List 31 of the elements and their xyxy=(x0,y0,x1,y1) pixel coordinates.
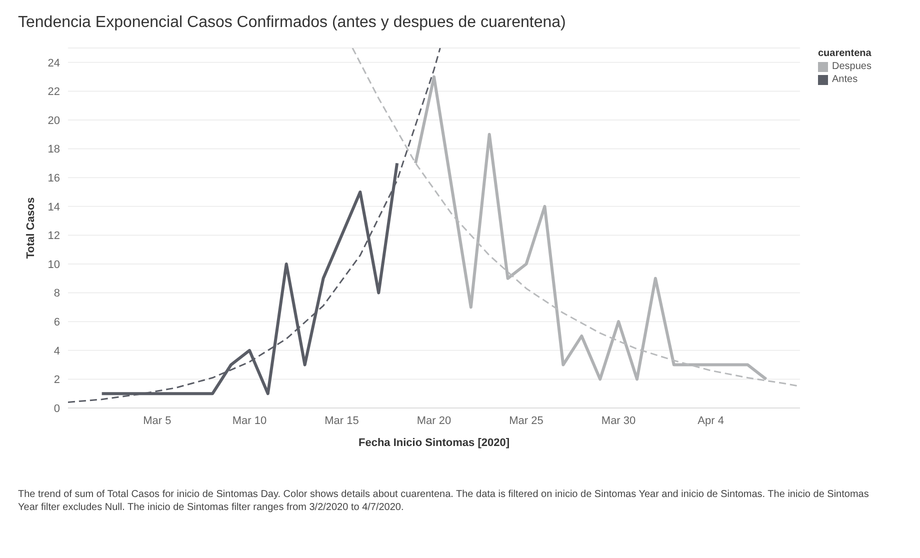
line-series xyxy=(414,75,768,381)
y-tick-label: 24 xyxy=(48,57,60,70)
legend-label: Despues xyxy=(832,61,872,72)
y-tick-label: 10 xyxy=(48,258,60,271)
x-tick-label: Mar 5 xyxy=(143,414,172,427)
legend-label: Antes xyxy=(832,74,858,85)
y-tick-label: 0 xyxy=(54,402,60,415)
x-axis-title: Fecha Inicio Sintomas [2020] xyxy=(358,437,510,449)
chart-title: Tendencia Exponencial Casos Confirmados (antes y despues de cuarentena) xyxy=(18,14,566,32)
x-tick-label: Mar 30 xyxy=(601,414,636,427)
x-tick-label: Mar 25 xyxy=(509,414,544,427)
y-tick-label: 2 xyxy=(54,374,60,386)
text: The trend of sum of Total Casos for inicio de Sintomas Day. Color shows details about cuarentena. The data is filtered on inicio de Sintomas Year and inicio de Sintomas. The inicio de Sintomas Year filter excludes Null. The inicio de Sintomas filter ranges from 3/2/2020 to 4/7/2020. xyxy=(18,488,870,514)
y-tick-label: 4 xyxy=(54,345,60,358)
y-tick-label: 16 xyxy=(48,172,60,185)
line-series xyxy=(352,48,800,388)
y-tick-label: 14 xyxy=(48,201,60,214)
x-tick-label: Mar 20 xyxy=(416,414,452,427)
y-axis-title: Total Casos xyxy=(24,197,37,259)
y-tick-label: 8 xyxy=(54,288,60,300)
line-series xyxy=(68,48,441,403)
line-series xyxy=(100,162,399,396)
y-tick-label: 22 xyxy=(48,86,60,98)
legend-title: cuarentena xyxy=(818,48,872,59)
y-tick-label: 6 xyxy=(54,316,60,329)
y-tick-label: 12 xyxy=(48,230,60,242)
x-tick-label: Mar 10 xyxy=(232,414,267,427)
x-tick-label: Mar 15 xyxy=(324,414,359,427)
y-tick-label: 20 xyxy=(48,114,60,127)
x-tick-label: Apr 4 xyxy=(698,414,724,427)
y-tick-label: 18 xyxy=(48,144,60,156)
